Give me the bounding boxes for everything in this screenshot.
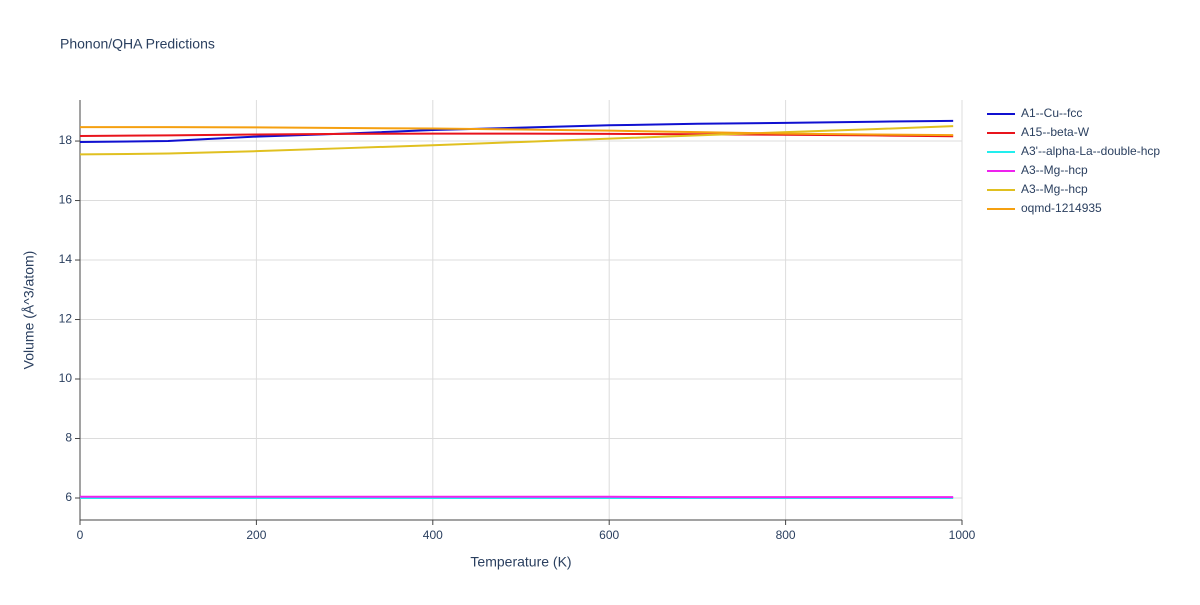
y-tick-label: 8 <box>65 431 72 445</box>
y-tick-label: 10 <box>59 371 73 385</box>
x-tick-label: 600 <box>599 528 619 542</box>
legend-label: A3--Mg--hcp <box>1021 163 1088 177</box>
y-tick-label: 6 <box>65 490 72 504</box>
legend-label: A15--beta-W <box>1021 125 1090 139</box>
x-tick-label: 1000 <box>949 528 976 542</box>
legend-label: A3'--alpha-La--double-hcp <box>1021 144 1160 158</box>
legend-label: oqmd-1214935 <box>1021 201 1102 215</box>
y-tick-label: 12 <box>59 312 73 326</box>
y-axis-label: Volume (Å^3/atom) <box>21 251 37 370</box>
y-tick-label: 16 <box>59 193 73 207</box>
x-tick-label: 800 <box>776 528 796 542</box>
x-tick-label: 0 <box>77 528 84 542</box>
legend-label: A1--Cu--fcc <box>1021 106 1082 120</box>
y-tick-label: 18 <box>59 133 73 147</box>
series-line <box>80 126 953 154</box>
x-axis-label: Temperature (K) <box>470 554 571 570</box>
chart-title: Phonon/QHA Predictions <box>60 36 215 52</box>
x-tick-label: 400 <box>423 528 443 542</box>
y-tick-label: 14 <box>59 252 73 266</box>
x-tick-label: 200 <box>246 528 266 542</box>
legend-label: A3--Mg--hcp <box>1021 182 1088 196</box>
